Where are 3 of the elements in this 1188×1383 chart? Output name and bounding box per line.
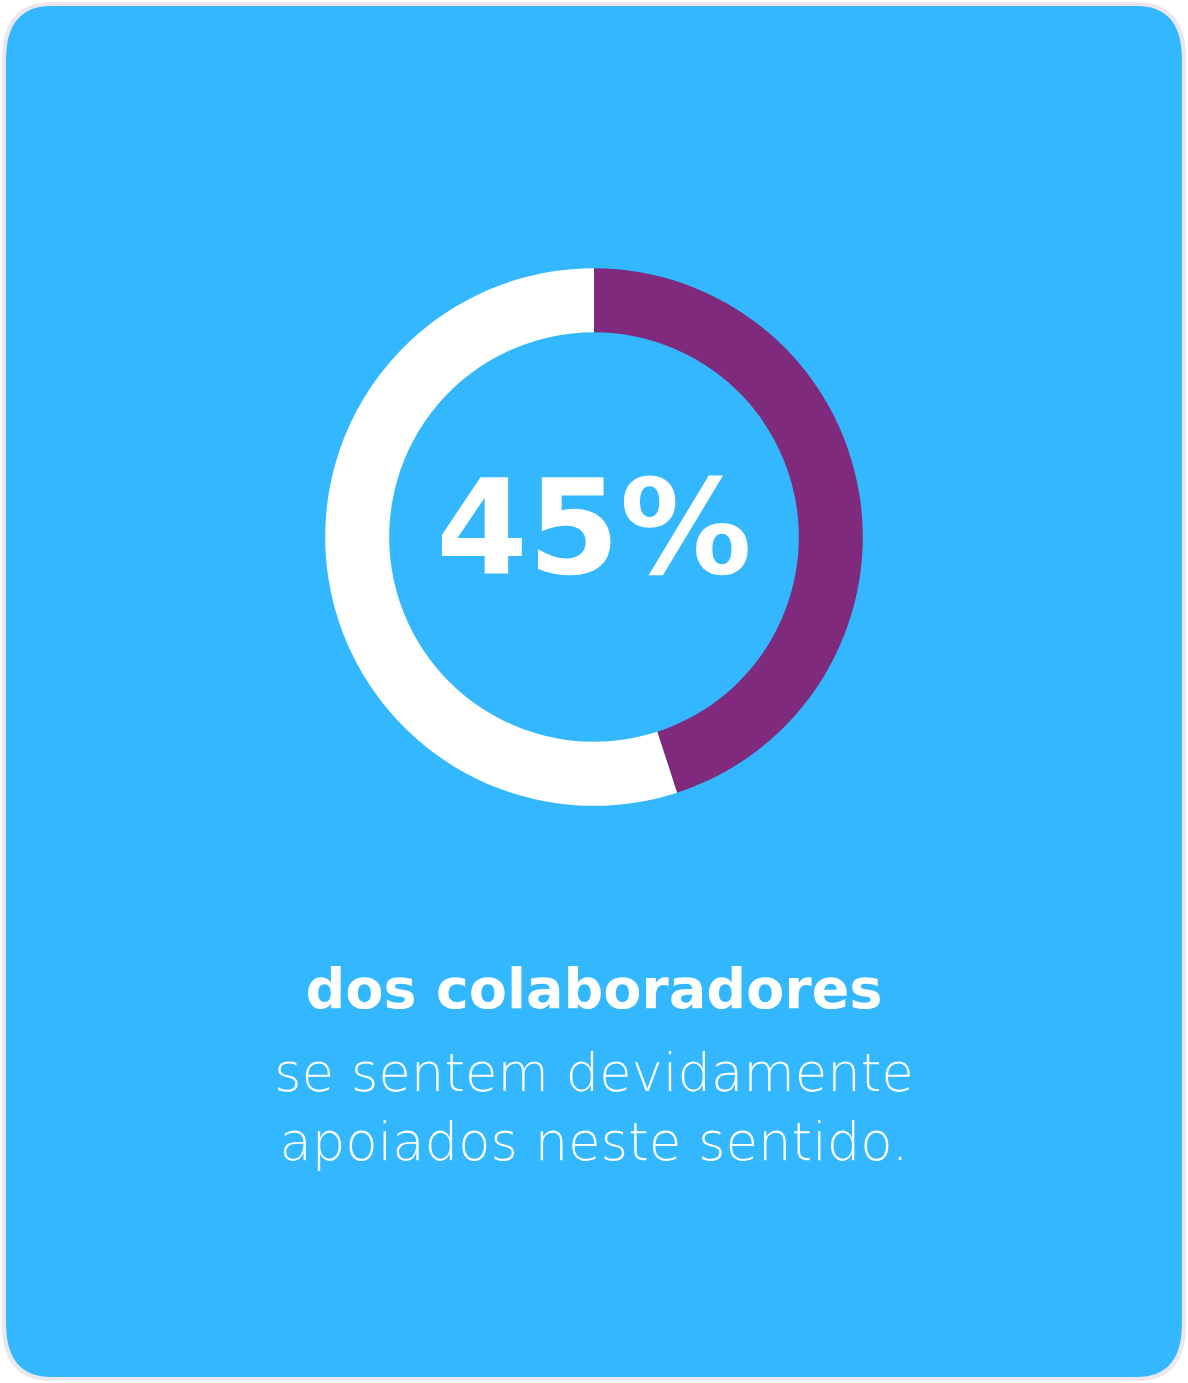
text: dos colaboradores bbox=[308, 966, 880, 1010]
data-label: 45% bbox=[442, 475, 748, 576]
text: se sentem devidamente apoiados neste sentido. bbox=[278, 1050, 910, 1172]
